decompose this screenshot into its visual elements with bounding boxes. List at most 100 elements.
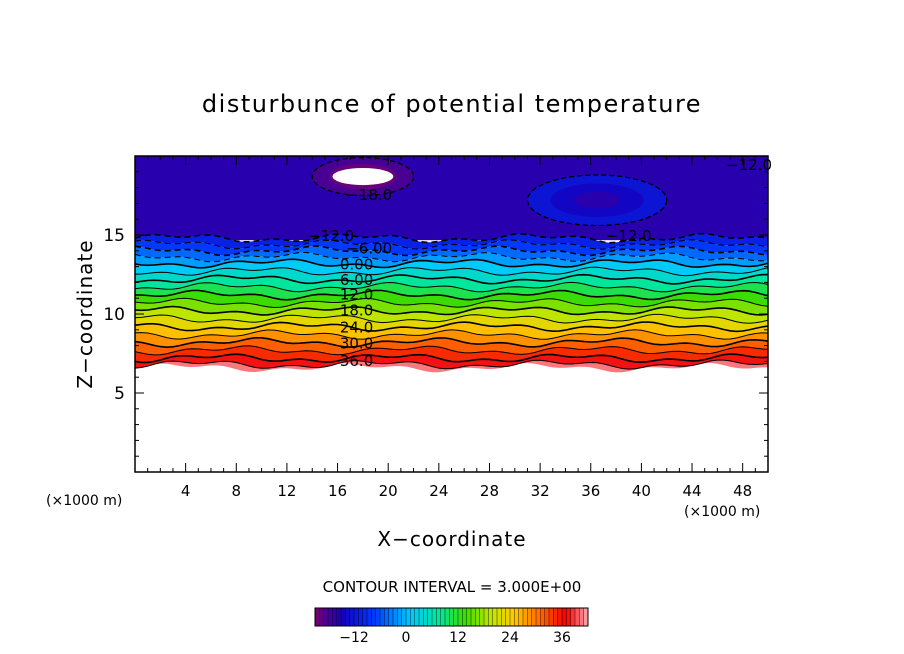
contour-label: 18.0 (340, 301, 373, 319)
x-tick-label: 44 (682, 482, 701, 500)
contour-line (135, 239, 768, 250)
field-band-top (135, 156, 768, 241)
contour-label: 24.0 (340, 319, 373, 337)
colorbar-cell (410, 608, 415, 626)
contour-line (135, 289, 768, 301)
contour-labels: −12.0−18.0−12.0 −12.0−6.000.006.0012.018.… (308, 156, 772, 370)
field-band (135, 322, 768, 340)
x-tick-label: 28 (480, 482, 499, 500)
colorbar-cell (358, 608, 363, 626)
chart-title: disturbunce of potential temperature (202, 90, 702, 118)
colorbar-cell (492, 608, 498, 626)
contour-label: 12.0 (340, 285, 373, 303)
contour-label: −18.0 (346, 186, 392, 204)
contour-label: −6.00 (346, 240, 392, 258)
colorbar-cell (440, 608, 446, 626)
colorbar-tick-label: 24 (501, 630, 519, 646)
colorbar: −12 0 12 24 36 (314, 607, 589, 646)
colorbar-cell (475, 608, 480, 626)
contour-label: −12.0 (606, 227, 652, 245)
contour-line (135, 359, 768, 370)
colorbar-cell (514, 608, 519, 626)
colorbar-cell (423, 608, 428, 626)
extremum-core (332, 168, 394, 186)
colorbar-cell (549, 608, 554, 626)
contour-line (135, 305, 768, 316)
colorbar-cell (488, 608, 493, 626)
x-tick-label: 16 (328, 482, 347, 500)
colorbar-cell (323, 608, 329, 626)
colorbar-cell (544, 608, 550, 626)
colorbar-cell (518, 608, 524, 626)
colorbar-cell (345, 608, 350, 626)
x-unit-right: (×1000 m) (684, 504, 760, 520)
contour-line (135, 313, 768, 324)
colorbar-cell (336, 608, 342, 626)
colorbar-cell (566, 608, 571, 626)
x-tick-label: 8 (232, 482, 242, 500)
colorbar-tick-label: −12 (339, 630, 369, 646)
field-band (135, 259, 768, 276)
contour-line (135, 273, 768, 285)
colorbar-cell (583, 608, 589, 626)
x-tick-label: 24 (429, 482, 448, 500)
colorbar-tick-label: 36 (553, 630, 571, 646)
contour-label: −12.0 (308, 227, 354, 245)
colorbar-cell (328, 608, 333, 626)
colorbar-cell (397, 608, 402, 626)
colorbar-tick-label: 12 (449, 630, 467, 646)
colorbar-cell (510, 608, 515, 626)
field-band (135, 345, 768, 363)
x-tick-label: 40 (632, 482, 651, 500)
contour-interval-text: CONTOUR INTERVAL = 3.000E+00 (323, 578, 582, 596)
field-band (135, 239, 768, 256)
colorbar-cell (401, 608, 407, 626)
y-tick-label: 10 (103, 305, 125, 325)
colorbar-cell (341, 608, 346, 626)
colorbar-cell (553, 608, 558, 626)
contour-label: 36.0 (340, 352, 373, 370)
colorbar-cell (562, 608, 567, 626)
colorbar-tick-label: 0 (402, 630, 411, 646)
colorbar-cell (315, 608, 320, 626)
contour-label: −12.0 (726, 156, 772, 174)
colorbar-cell (427, 608, 433, 626)
x-tick-label: 12 (277, 482, 296, 500)
colorbar-cell (523, 608, 528, 626)
field-band (135, 246, 768, 262)
field-band (135, 290, 768, 308)
contour-line (135, 251, 768, 263)
colorbar-cell (527, 608, 532, 626)
contour-label: 6.00 (340, 271, 373, 289)
contour-line (135, 281, 768, 293)
contour-line (135, 297, 768, 309)
contour-line (135, 353, 768, 364)
colorbar-cell (570, 608, 576, 626)
colorbar-cell (536, 608, 541, 626)
x-axis-label: X−coordinate (377, 527, 526, 551)
colorbar-cell (419, 608, 424, 626)
colorbar-cell (388, 608, 394, 626)
colorbar-cell (505, 608, 511, 626)
y-tick-label: 5 (114, 384, 125, 404)
x-tick-label: 36 (581, 482, 600, 500)
colorbar-cell (406, 608, 411, 626)
colorbar-cell (354, 608, 359, 626)
contour-label: 0.00 (340, 255, 373, 273)
colorbar-cell (436, 608, 441, 626)
colorbar-cell (458, 608, 463, 626)
colorbar-cell (453, 608, 459, 626)
contour-field (135, 156, 768, 373)
contour-line (135, 329, 768, 340)
field-band (135, 360, 768, 373)
colorbar-cell (575, 608, 580, 626)
contour-line (135, 258, 768, 269)
colorbar-cell (497, 608, 502, 626)
colorbar-cell (466, 608, 472, 626)
colorbar-cell (432, 608, 437, 626)
colorbar-cell (449, 608, 454, 626)
x-tick-label: 32 (531, 482, 550, 500)
colorbar-cell (362, 608, 368, 626)
